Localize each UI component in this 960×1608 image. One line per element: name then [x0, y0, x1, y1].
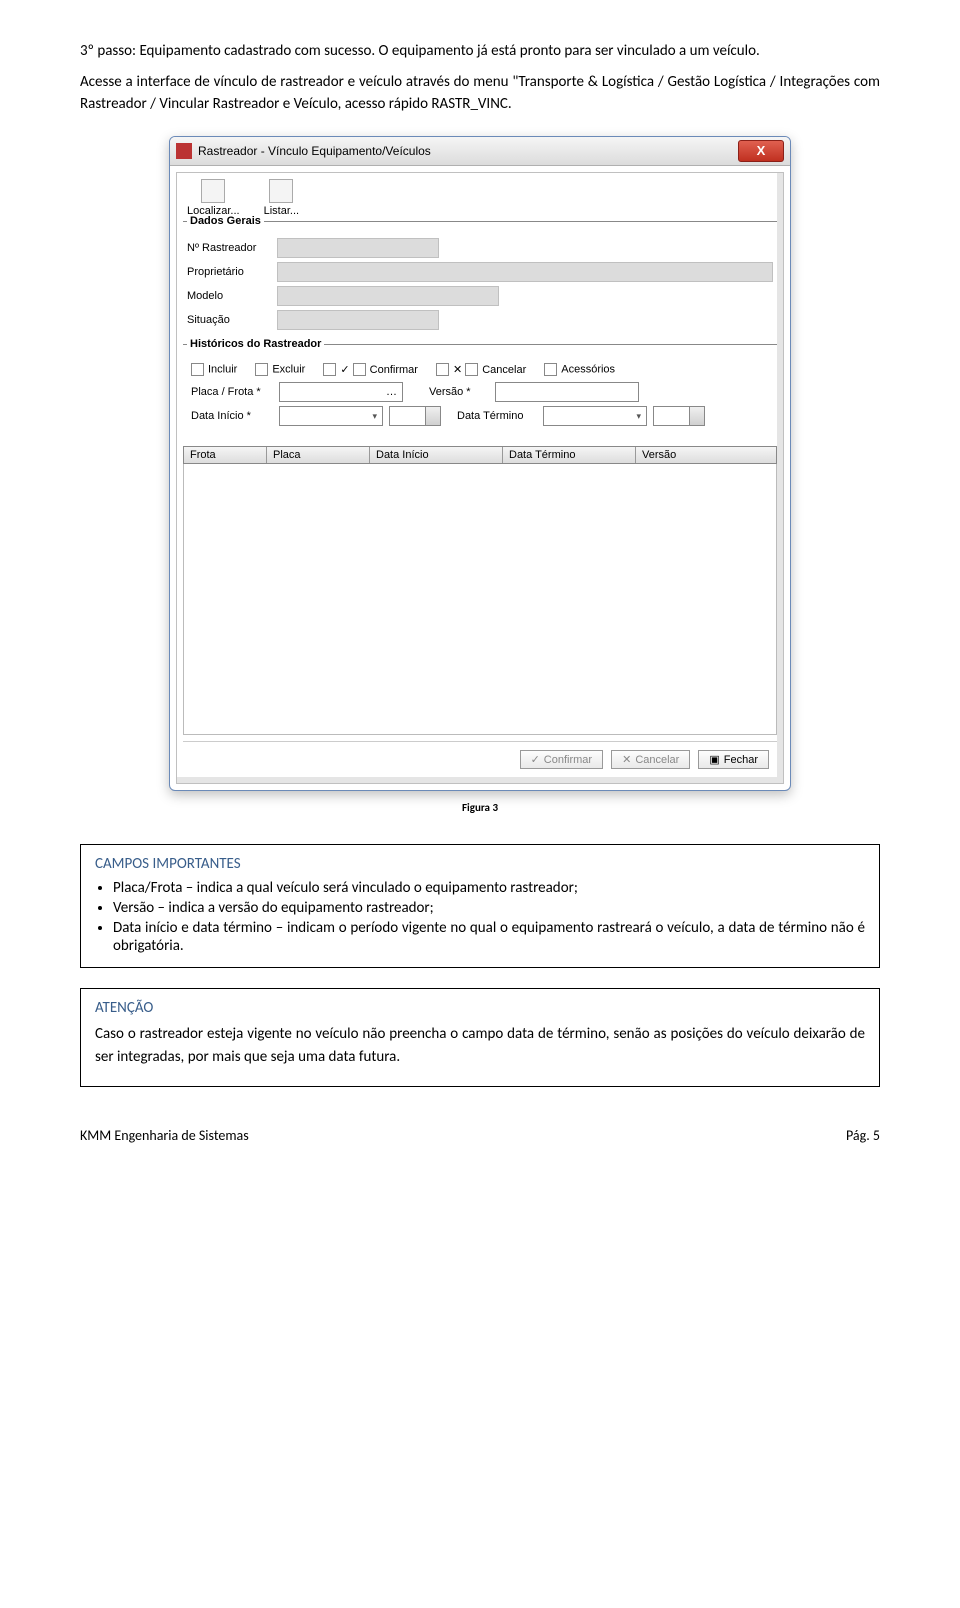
campo-bullet-2: Versão – indica a versão do equipamento …: [113, 899, 865, 917]
col-versao[interactable]: Versão: [636, 447, 776, 463]
cancelar-button[interactable]: ✕ Cancelar: [611, 750, 690, 769]
grid-body[interactable]: [183, 464, 777, 735]
bottom-bar: ✓ Confirmar ✕ Cancelar ▣ Fechar: [183, 741, 777, 777]
label-data-termino: Data Término: [457, 410, 537, 422]
label-modelo: Modelo: [187, 290, 277, 302]
window-title: Rastreador - Vínculo Equipamento/Veículo…: [198, 144, 738, 158]
input-placa-frota[interactable]: [279, 382, 403, 402]
intro-line-1: 3º passo: Equipamento cadastrado com suc…: [80, 40, 880, 63]
input-data-inicio[interactable]: [279, 406, 383, 426]
list-icon: [269, 179, 293, 203]
col-data-termino[interactable]: Data Término: [503, 447, 636, 463]
spinner-inicio[interactable]: [389, 406, 441, 426]
label-placa-frota: Placa / Frota *: [191, 386, 273, 398]
app-icon: [176, 143, 192, 159]
field-situacao[interactable]: [277, 310, 439, 330]
campos-importantes-box: CAMPOS IMPORTANTES Placa/Frota – indica …: [80, 844, 880, 968]
grid-header: Frota Placa Data Início Data Término Ver…: [183, 446, 777, 464]
campo-bullet-1: Placa/Frota – indica a qual veículo será…: [113, 879, 865, 897]
spinner-termino[interactable]: [653, 406, 705, 426]
atencao-title: ATENÇÃO: [95, 999, 865, 1017]
figure-caption: Figura 3: [80, 801, 880, 814]
close-button[interactable]: X: [738, 140, 784, 162]
historicos-legend: Históricos do Rastreador: [187, 338, 324, 350]
listar-button[interactable]: Listar...: [264, 179, 299, 217]
campo-bullet-3: Data início e data término – indicam o p…: [113, 919, 865, 955]
fechar-button[interactable]: ▣ Fechar: [698, 750, 769, 769]
label-data-inicio: Data Início *: [191, 410, 273, 422]
top-toolbar: Localizar... Listar...: [177, 173, 783, 221]
col-placa[interactable]: Placa: [267, 447, 370, 463]
atencao-text: Caso o rastreador esteja vigente no veíc…: [95, 1023, 865, 1068]
field-proprietario[interactable]: [277, 262, 773, 282]
footer-left: KMM Engenharia de Sistemas: [80, 1127, 249, 1144]
acessorios-button[interactable]: Acessórios: [544, 363, 615, 376]
window: Rastreador - Vínculo Equipamento/Veículo…: [169, 136, 791, 792]
confirmar-hist-button[interactable]: ✓ Confirmar: [323, 363, 418, 377]
dados-gerais-group: Dados Gerais Nº Rastreador Proprietário …: [183, 221, 777, 340]
screenshot: Rastreador - Vínculo Equipamento/Veículo…: [80, 136, 880, 792]
intro-line-2: Acesse a interface de vínculo de rastrea…: [80, 71, 880, 116]
excluir-button[interactable]: Excluir: [255, 363, 305, 376]
footer-right: Pág. 5: [846, 1127, 880, 1144]
incluir-button[interactable]: Incluir: [191, 363, 237, 376]
label-proprietario: Proprietário: [187, 266, 277, 278]
titlebar: Rastreador - Vínculo Equipamento/Veículo…: [170, 137, 790, 166]
input-data-termino[interactable]: [543, 406, 647, 426]
hist-toolbar: Incluir Excluir ✓ Confirmar ✕ Cancelar A…: [187, 361, 773, 383]
atencao-box: ATENÇÃO Caso o rastreador esteja vigente…: [80, 988, 880, 1087]
footer: KMM Engenharia de Sistemas Pág. 5: [80, 1127, 880, 1144]
dados-gerais-legend: Dados Gerais: [187, 215, 264, 227]
col-data-inicio[interactable]: Data Início: [370, 447, 503, 463]
label-situacao: Situação: [187, 314, 277, 326]
field-modelo[interactable]: [277, 286, 499, 306]
search-icon: [201, 179, 225, 203]
label-n-rastreador: Nº Rastreador: [187, 242, 277, 254]
input-versao[interactable]: [495, 382, 639, 402]
confirmar-button[interactable]: ✓ Confirmar: [520, 750, 604, 769]
inner-frame: Localizar... Listar... Dados Gerais Nº R…: [176, 172, 784, 785]
col-frota[interactable]: Frota: [184, 447, 267, 463]
cancelar-hist-button[interactable]: ✕ Cancelar: [436, 363, 526, 377]
campos-title: CAMPOS IMPORTANTES: [95, 855, 865, 873]
historicos-group: Históricos do Rastreador Incluir Excluir…: [183, 344, 777, 443]
listar-label: Listar...: [264, 205, 299, 217]
label-versao: Versão *: [429, 386, 489, 398]
localizar-button[interactable]: Localizar...: [187, 179, 240, 217]
field-n-rastreador[interactable]: [277, 238, 439, 258]
